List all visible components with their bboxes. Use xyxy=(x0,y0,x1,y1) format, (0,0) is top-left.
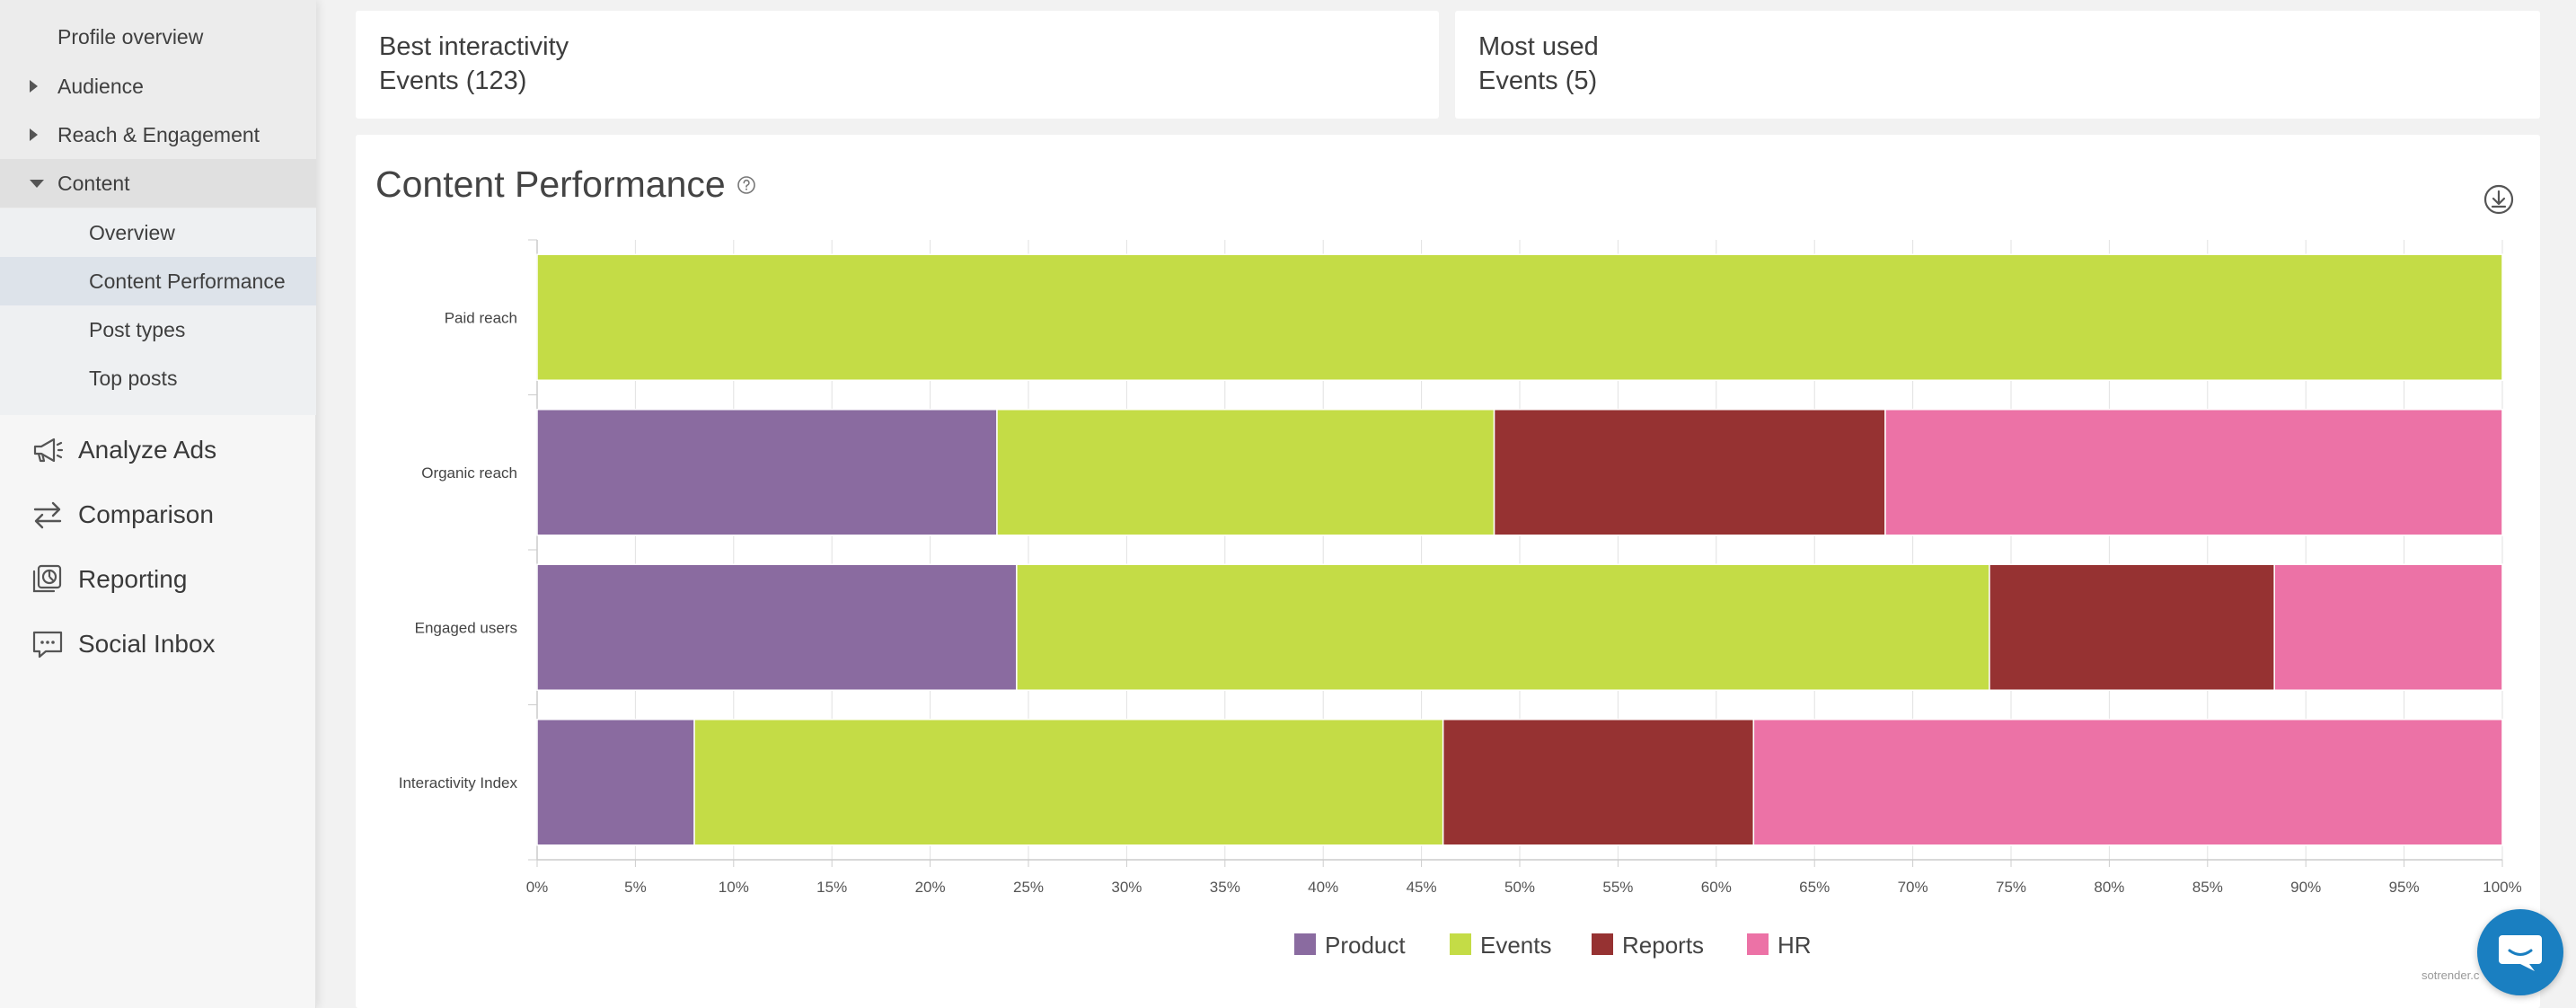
best-interactivity-card: Best interactivity Events (123) xyxy=(356,11,1439,119)
bar-segment-hr xyxy=(1752,719,2503,846)
x-tick-label: 60% xyxy=(1701,879,1732,896)
card-value: Events (5) xyxy=(1478,66,1598,95)
x-tick-label: 75% xyxy=(1996,879,2026,896)
legend-swatch xyxy=(1592,933,1613,955)
card-title: Best interactivity xyxy=(379,32,569,61)
report-chart-icon xyxy=(32,564,62,593)
bar-segment-product xyxy=(536,563,1018,691)
sidebar-subitem-top-posts[interactable]: Top posts xyxy=(0,354,316,402)
sidebar-subitem-label: Top posts xyxy=(89,366,178,390)
legend-swatch xyxy=(1450,933,1471,955)
arrows-swap-icon xyxy=(33,501,62,529)
x-tick-label: 10% xyxy=(719,879,749,896)
x-tick-label: 25% xyxy=(1013,879,1044,896)
sidebar-item-content[interactable]: Content xyxy=(0,159,316,208)
bar-segment-product xyxy=(536,719,695,846)
x-tick-label: 70% xyxy=(1898,879,1928,896)
sidebar-item-reporting[interactable]: Reporting xyxy=(0,548,316,611)
x-tick-label: 55% xyxy=(1602,879,1633,896)
bar-segment-events xyxy=(1016,563,1990,691)
sidebar-item-analyze-ads[interactable]: Analyze Ads xyxy=(0,419,316,482)
bar-segment-reports xyxy=(1989,563,2275,691)
x-tick-label: 65% xyxy=(1799,879,1830,896)
bar-segment-events xyxy=(693,719,1444,846)
sidebar-item-label: Comparison xyxy=(78,500,214,528)
legend-label: Product xyxy=(1325,932,1406,959)
sidebar-item-reach-engagement[interactable]: Reach & Engagement xyxy=(0,111,316,159)
legend-label: Reports xyxy=(1622,932,1704,959)
most-used-card: Most used Events (5) xyxy=(1455,11,2540,119)
bar-segment-product xyxy=(536,409,998,536)
x-tick-label: 5% xyxy=(624,879,647,896)
x-tick-label: 15% xyxy=(816,879,847,896)
x-tick-label: 100% xyxy=(2483,879,2521,896)
bar-segment-hr xyxy=(2273,563,2503,691)
sidebar-item-label: Social Inbox xyxy=(78,630,216,658)
sidebar-subitem-overview[interactable]: Overview xyxy=(0,208,316,257)
x-tick-label: 95% xyxy=(2389,879,2420,896)
x-tick-label: 80% xyxy=(2094,879,2124,896)
sidebar-item-label: Audience xyxy=(57,74,144,98)
legend-swatch xyxy=(1294,933,1316,955)
sidebar-subitem-label: Post types xyxy=(89,317,186,341)
y-category-label: Organic reach xyxy=(421,464,517,482)
panel-title: Content Performance xyxy=(375,164,726,205)
caret-right-icon xyxy=(30,128,38,141)
sidebar-item-label: Analyze Ads xyxy=(78,436,217,464)
sidebar: Profile overview Audience Reach & Engage… xyxy=(0,0,316,1008)
bar-segment-events xyxy=(996,409,1495,536)
watermark: sotrender.c xyxy=(2422,968,2480,982)
bar-segment-hr xyxy=(1884,409,2503,536)
sidebar-item-label: Reach & Engagement xyxy=(57,122,260,146)
help-icon[interactable] xyxy=(737,175,756,195)
sidebar-item-label: Profile overview xyxy=(57,24,204,49)
caret-right-icon xyxy=(30,80,38,93)
x-tick-label: 0% xyxy=(526,879,549,896)
y-category-label: Paid reach xyxy=(445,309,517,326)
sidebar-item-label: Content xyxy=(57,171,130,195)
download-icon[interactable] xyxy=(2482,182,2516,217)
y-category-label: Interactivity Index xyxy=(399,774,518,791)
x-tick-label: 40% xyxy=(1308,879,1338,896)
x-tick-label: 35% xyxy=(1210,879,1240,896)
y-category-label: Engaged users xyxy=(415,619,517,636)
sidebar-item-profile-overview[interactable]: Profile overview xyxy=(0,13,316,61)
megaphone-icon xyxy=(33,438,64,463)
sidebar-subitem-post-types[interactable]: Post types xyxy=(0,305,316,354)
content-performance-chart: 0% 5% 10% 15% 20% 25% 30% 35% 40% 45% 50% 55% 60% 65%… xyxy=(399,239,2522,959)
bar-segment-events xyxy=(536,253,2503,381)
content-submenu xyxy=(0,208,316,415)
bar-segment-reports xyxy=(1493,409,1886,536)
x-tick-label: 20% xyxy=(915,879,946,896)
content-performance-panel: Content Performance 0% 5% 10% 15% 20% 25% 30% 3… xyxy=(356,135,2540,1008)
x-tick-label: 50% xyxy=(1504,879,1535,896)
panel-title-row: Content Performance xyxy=(375,164,756,206)
sidebar-subitem-label: Overview xyxy=(89,220,175,244)
chat-icon xyxy=(2499,935,2542,971)
chat-launcher-button[interactable] xyxy=(2477,909,2563,995)
caret-down-icon xyxy=(30,179,44,188)
chat-bubble-icon xyxy=(32,631,63,659)
card-value: Events (123) xyxy=(379,66,527,95)
sidebar-item-social-inbox[interactable]: Social Inbox xyxy=(0,613,316,676)
sidebar-item-audience[interactable]: Audience xyxy=(0,62,316,111)
sidebar-item-label: Reporting xyxy=(78,565,188,593)
bar-segment-reports xyxy=(1442,719,1755,846)
legend-swatch xyxy=(1747,933,1769,955)
x-tick-label: 45% xyxy=(1407,879,1437,896)
x-tick-label: 85% xyxy=(2192,879,2223,896)
sidebar-item-comparison[interactable]: Comparison xyxy=(0,483,316,546)
x-tick-label: 30% xyxy=(1111,879,1142,896)
sidebar-subitem-content-performance[interactable]: Content Performance xyxy=(0,257,316,305)
legend-label: HR xyxy=(1778,932,1812,959)
sidebar-subitem-label: Content Performance xyxy=(89,269,286,293)
x-tick-label: 90% xyxy=(2290,879,2321,896)
card-title: Most used xyxy=(1478,32,1599,61)
analytics-nav: Profile overview Audience Reach & Engage… xyxy=(0,0,316,415)
legend-label: Events xyxy=(1480,932,1552,959)
